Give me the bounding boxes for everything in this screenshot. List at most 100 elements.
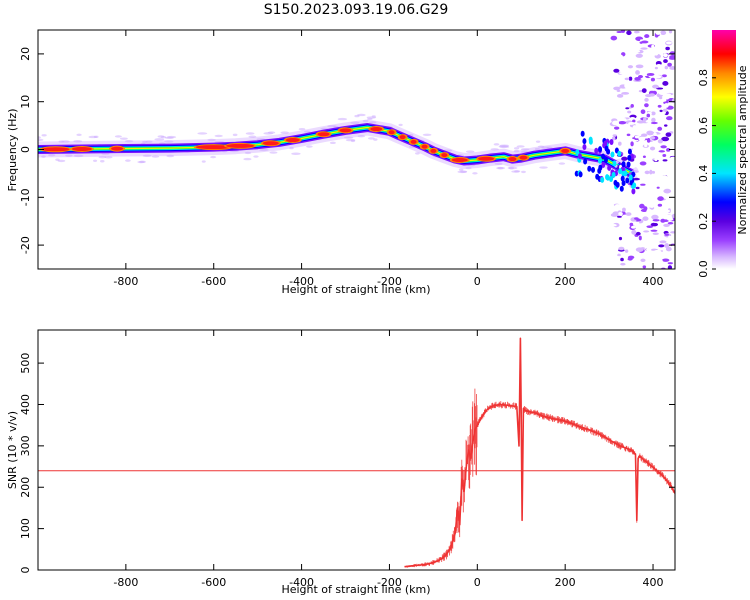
spectrogram-noise (628, 121, 635, 125)
spectrogram-noise (651, 170, 656, 174)
spectrogram-noise (671, 187, 675, 191)
spectrogram-noise (634, 77, 641, 81)
spectrogram-xtick-label: -800 (113, 275, 138, 288)
spectrogram-noise (625, 99, 634, 104)
spectrogram-noise (670, 245, 675, 250)
spectrogram-noise (624, 202, 630, 207)
spectrogram-noise (628, 172, 632, 175)
spectrogram-noise (643, 230, 650, 233)
spectrogram-noise (623, 140, 627, 145)
spectrogram-noise (645, 197, 650, 203)
spectrogram-noise (615, 192, 621, 196)
spectrogram-speckle (539, 166, 548, 169)
spectrogram-noise (643, 150, 648, 154)
spectrogram-noise (649, 146, 656, 151)
spectrogram-noise (633, 49, 641, 53)
spectrogram-noise (659, 109, 663, 113)
spectrogram-panel: -800 -600 -400 -200 0 200 400 -20 -10 0 10 20 Heig… (6, 29, 676, 296)
spectrogram-noise (618, 120, 627, 125)
spectrogram-noise (663, 124, 668, 127)
spectrogram-noise (663, 103, 669, 108)
spectrogram-noise (669, 179, 675, 185)
spectrogram-peak (399, 135, 406, 140)
spectrogram-noise (620, 66, 629, 71)
spectrogram-heatmap (38, 30, 675, 269)
spectrogram-noise (640, 109, 646, 115)
spectrogram-turbulent-spot (610, 151, 615, 158)
spectrogram-peak (410, 139, 417, 144)
snr-xtick-label: 400 (643, 576, 664, 589)
spectrogram-noise (643, 206, 648, 211)
snr-xtick-label: -400 (289, 576, 314, 589)
spectrogram-noise (644, 143, 648, 148)
spectrogram-noise (624, 249, 629, 253)
spectrogram-noise (646, 113, 651, 118)
spectrogram-noise (619, 196, 627, 200)
spectrogram-noise (627, 255, 635, 260)
spectrogram-noise (629, 198, 637, 201)
spectrogram-speckle (465, 166, 472, 170)
spectrogram-noise (646, 247, 652, 252)
spectrogram-turbulent-spot (621, 161, 626, 168)
spectrogram-noise (650, 229, 658, 232)
colorbar-label: Normalized spectral amplitude (736, 65, 749, 234)
spectrogram-xtick-label: 200 (555, 275, 576, 288)
spectrogram-turbulent-spot (588, 138, 593, 145)
spectrogram-xtick-label: 400 (643, 275, 664, 288)
spectrogram-speckle (73, 154, 84, 158)
spectrogram-speckle (457, 170, 467, 174)
spectrogram-noise (669, 253, 674, 257)
spectrogram-speckle (164, 140, 174, 143)
spectrogram-noise (662, 181, 667, 186)
spectrogram-turbulent-spot (578, 171, 583, 178)
spectrogram-turbulent-spot (601, 153, 606, 160)
spectrogram-noise (669, 156, 675, 161)
spectrogram-xtick-label: 0 (474, 275, 481, 288)
spectrogram-turbulent-spot (621, 170, 626, 177)
spectrogram-speckle (458, 168, 464, 171)
spectrogram-noise (642, 155, 646, 159)
spectrogram-noise (630, 129, 636, 135)
spectrogram-speckle (76, 133, 82, 137)
spectrogram-speckle (160, 135, 167, 139)
spectrogram-noise (663, 202, 667, 205)
spectrogram-speckle (350, 121, 360, 124)
spectrogram-noise (655, 78, 659, 82)
spectrogram-speckle (398, 123, 403, 127)
spectrogram-turbulent-spot (605, 174, 610, 181)
spectrogram-noise (659, 164, 668, 169)
spectrogram-speckle (142, 154, 152, 158)
spectrogram-noise (664, 243, 670, 248)
snr-frame (37, 329, 676, 571)
spectrogram-noise (622, 214, 627, 219)
spectrogram-noise (654, 66, 658, 70)
spectrogram-noise (646, 225, 654, 228)
spectrogram-noise (663, 59, 668, 64)
spectrogram-noise (657, 203, 663, 207)
spectrogram-noise (657, 104, 662, 108)
spectrogram-noise (624, 83, 628, 89)
spectrogram-noise (638, 235, 642, 241)
spectrogram-noise (669, 51, 675, 55)
spectrogram-noise (636, 264, 642, 269)
spectrogram-noise (641, 72, 649, 77)
spectrogram-noise (636, 197, 641, 202)
spectrogram-speckle (88, 135, 98, 139)
spectrogram-noise (627, 110, 632, 114)
spectrogram-noise (651, 81, 658, 85)
spectrogram-noise (641, 88, 647, 93)
spectrogram-speckle (166, 154, 175, 158)
spectrogram-speckle (124, 139, 134, 143)
spectrogram-speckle (137, 160, 145, 164)
spectrogram-speckle (329, 141, 336, 145)
spectrogram-noise (633, 110, 638, 115)
spectrogram-speckle (369, 121, 377, 124)
spectrogram-noise (628, 76, 633, 81)
spectrogram-ytick-label: -20 (19, 236, 32, 254)
spectrogram-noise (651, 214, 659, 220)
spectrogram-speckle (493, 143, 500, 146)
spectrogram-noise (670, 73, 675, 77)
colorbar-tick-label: 0.8 (697, 69, 710, 87)
spectrogram-turbulent-spot (628, 174, 633, 181)
spectrogram-noise (661, 74, 667, 78)
